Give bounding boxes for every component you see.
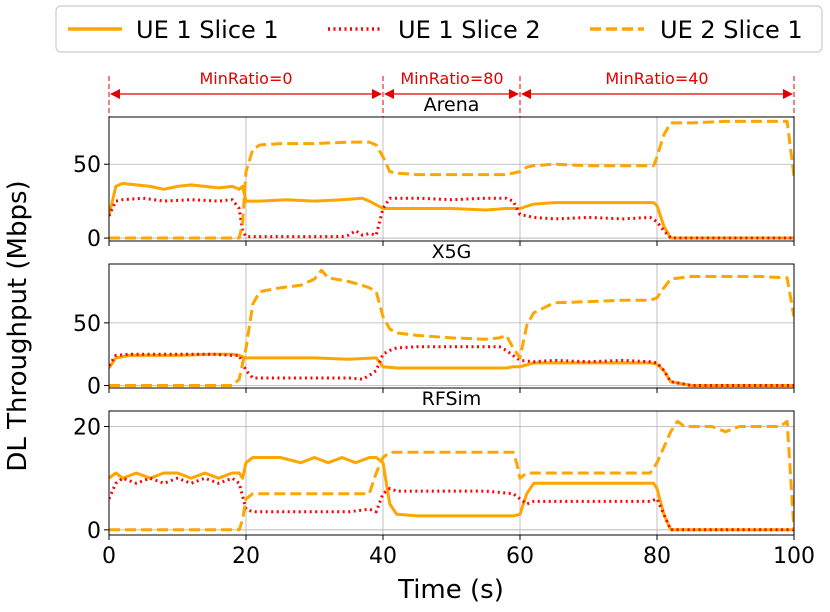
x-axis-label: Time (s)	[397, 575, 504, 605]
annotation-arrowhead-2-right	[509, 89, 519, 99]
series-line-ue-1-slice-2	[109, 345, 794, 387]
series-line-ue-1-slice-2	[109, 196, 794, 240]
annotation-label-1: MinRatio=0	[199, 69, 292, 88]
y-tick-label-0: 0	[87, 519, 101, 544]
x-tick-label-60: 60	[506, 544, 534, 569]
y-tick-label-50: 50	[73, 312, 101, 337]
panel-frame	[108, 263, 795, 389]
panel-title: RFSim	[422, 388, 482, 410]
panel-frame	[108, 116, 795, 242]
legend-label-ue2-slice1: UE 2 Slice 1	[660, 16, 803, 44]
panel-arena: 0 50 Arena	[73, 94, 795, 252]
annotation-arrowhead-2-left	[384, 89, 394, 99]
annotation-label-3: MinRatio=40	[605, 69, 708, 88]
panel-frame	[108, 410, 795, 536]
series-line-ue-1-slice-2	[109, 476, 794, 532]
annotation-arrowhead-1-left	[110, 89, 120, 99]
y-axis-label: DL Throughput (Mbps)	[3, 180, 33, 471]
y-tick-label-0: 0	[87, 374, 101, 399]
annotation-arrowhead-3-right	[783, 89, 793, 99]
series-line-ue-1-slice-1	[109, 456, 794, 532]
x-tick-label-20: 20	[232, 544, 260, 569]
x-tick-label-0: 0	[102, 544, 116, 569]
legend-label-ue1-slice1: UE 1 Slice 1	[136, 16, 279, 44]
annotation-arrowhead-3-left	[521, 89, 531, 99]
legend-label-ue1-slice2: UE 1 Slice 2	[398, 16, 541, 44]
minratio-annotations: MinRatio=0 MinRatio=80 MinRatio=40	[108, 69, 795, 117]
y-tick-label-50: 50	[73, 153, 101, 178]
series-line-ue-2-slice-1	[109, 419, 794, 532]
x-tick-label-80: 80	[643, 544, 671, 569]
annotation-arrowhead-1-right	[372, 89, 382, 99]
legend-frame	[55, 5, 823, 53]
x-tick-label-100: 100	[773, 544, 815, 569]
legend: UE 1 Slice 1 UE 1 Slice 2 UE 2 Slice 1	[55, 5, 823, 53]
series-line-ue-2-slice-1	[109, 119, 794, 240]
panel-rfsim: 0 20 RFSim	[73, 388, 795, 544]
panel-x5g: 0 50 X5G	[73, 241, 795, 399]
panel-title: Arena	[424, 94, 480, 116]
series-line-ue-1-slice-1	[109, 181, 794, 240]
panel-title: X5G	[432, 241, 472, 263]
series-line-ue-2-slice-1	[109, 268, 794, 387]
annotation-label-2: MinRatio=80	[400, 69, 503, 88]
y-tick-label-20: 20	[73, 416, 101, 441]
panels: 0 50 Arena 0 50 X5G 0 20 RFSim 0 20 40 60 80 100	[73, 94, 815, 569]
x-tick-label-40: 40	[369, 544, 397, 569]
series-line-ue-1-slice-1	[109, 352, 794, 387]
y-tick-label-0: 0	[87, 227, 101, 252]
